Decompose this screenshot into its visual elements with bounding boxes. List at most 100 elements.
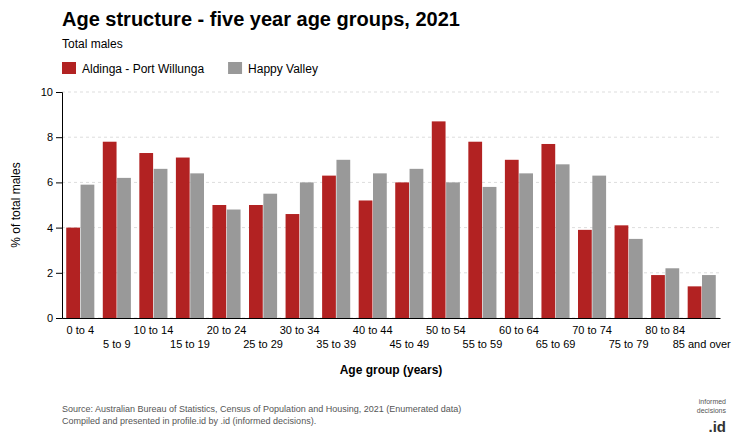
x-tick-label: 0 to 4 [67,324,95,336]
bar [592,176,606,318]
bar [322,176,336,318]
x-tick-label: 85 and over [673,338,731,350]
y-tick: 6 [47,176,62,188]
x-tick-label: 80 to 84 [645,324,685,336]
y-axis: 0 2 4 6 8 10 [41,86,63,324]
x-tick: 85 and over [673,318,731,350]
x-tick-label: 30 to 34 [280,324,320,336]
bar [117,178,131,318]
x-tick-label: 50 to 54 [426,324,466,336]
legend-item: Happy Valley [228,62,318,76]
bar [629,239,643,318]
x-tick: 15 to 19 [170,318,210,350]
bar [139,153,153,318]
footer: Compiled and presented in profile.id by … [62,416,316,426]
bar [190,173,204,318]
logo-text: informed [699,398,726,405]
y-tick: 8 [47,131,62,143]
x-tick: 5 to 9 [103,318,131,350]
subtitle: Total males [62,37,123,51]
x-axis-title: Age group (years) [340,363,443,377]
legend-swatch [228,62,242,74]
x-tick: 40 to 44 [353,318,393,336]
logo: .id [709,418,727,435]
chart: Age structure - five year age groups, 20… [0,0,740,440]
x-tick: 65 to 69 [536,318,576,350]
bar [541,144,555,318]
grid-line [62,137,720,138]
plot: 0 2 4 6 8 10 0 to 4 5 to 910 to 14 15 to 19 20 to… [41,86,731,350]
bar [66,228,80,318]
x-tick: 50 to 54 [426,318,466,336]
bar [81,185,95,318]
x-tick-label: 25 to 29 [243,338,283,350]
y-axis-title: % of total males [9,162,23,247]
x-tick: 70 to 74 [572,318,612,336]
x-tick: 10 to 14 [134,318,174,336]
bar [665,268,679,318]
x-tick-label: 15 to 19 [170,338,210,350]
logo-text: decisions [697,407,727,414]
bar [578,230,592,318]
x-tick: 30 to 34 [280,318,320,336]
y-tick-mark [56,92,62,93]
x-tick: 45 to 49 [389,318,429,350]
footer: Source: Australian Bureau of Statistics,… [62,404,461,414]
x-tick-label: 55 to 59 [463,338,503,350]
grid [62,92,720,318]
x-tick: 80 to 84 [645,318,685,336]
bar [615,225,629,318]
legend: Aldinga - Port Willunga Happy Valley [62,62,318,76]
y-tick-mark [56,182,62,183]
bar [688,286,702,318]
title: Age structure - five year age groups, 20… [62,8,460,30]
x-tick: 75 to 79 [609,318,649,350]
y-tick: 2 [47,267,62,279]
legend-label: Aldinga - Port Willunga [82,62,204,76]
x-tick: 55 to 59 [463,318,503,350]
bar [505,160,519,318]
bar [468,142,482,318]
y-tick: 0 [47,312,62,324]
x-tick-label: 40 to 44 [353,324,393,336]
bars [66,121,716,318]
y-tick-mark [56,318,62,319]
bar [359,200,373,318]
grid-line [62,92,720,93]
x-tick: 20 to 24 [207,318,247,336]
bar-series [81,160,716,318]
bar [300,182,314,318]
bar [519,173,533,318]
x-tick-label: 35 to 39 [316,338,356,350]
y-tick-label: 8 [47,131,53,143]
y-tick: 4 [47,222,62,234]
bar [410,169,424,318]
y-tick-label: 6 [47,176,53,188]
bar [176,158,190,318]
y-axis-line [56,93,63,319]
bar [249,205,263,318]
bar [556,164,570,318]
bar [336,160,350,318]
y-tick-mark [56,137,62,138]
x-tick: 25 to 29 [243,318,283,350]
legend-swatch [62,62,76,74]
x-tick-label: 75 to 79 [609,338,649,350]
bar [651,275,665,318]
x-axis: 0 to 4 5 to 910 to 14 15 to 19 20 to 24 25 t… [63,318,732,350]
bar [373,173,387,318]
x-tick: 0 to 4 [67,318,95,336]
bar [446,182,460,318]
x-tick: 60 to 64 [499,318,539,336]
bar [432,121,446,318]
bar [103,142,117,318]
y-tick-label: 4 [47,222,53,234]
y-tick: 10 [41,86,62,98]
bar [263,194,277,318]
x-tick-label: 60 to 64 [499,324,539,336]
y-tick-mark [56,228,62,229]
x-axis-line [63,318,721,319]
legend-label: Happy Valley [248,62,318,76]
bar [483,187,497,318]
bar-series [66,121,701,318]
